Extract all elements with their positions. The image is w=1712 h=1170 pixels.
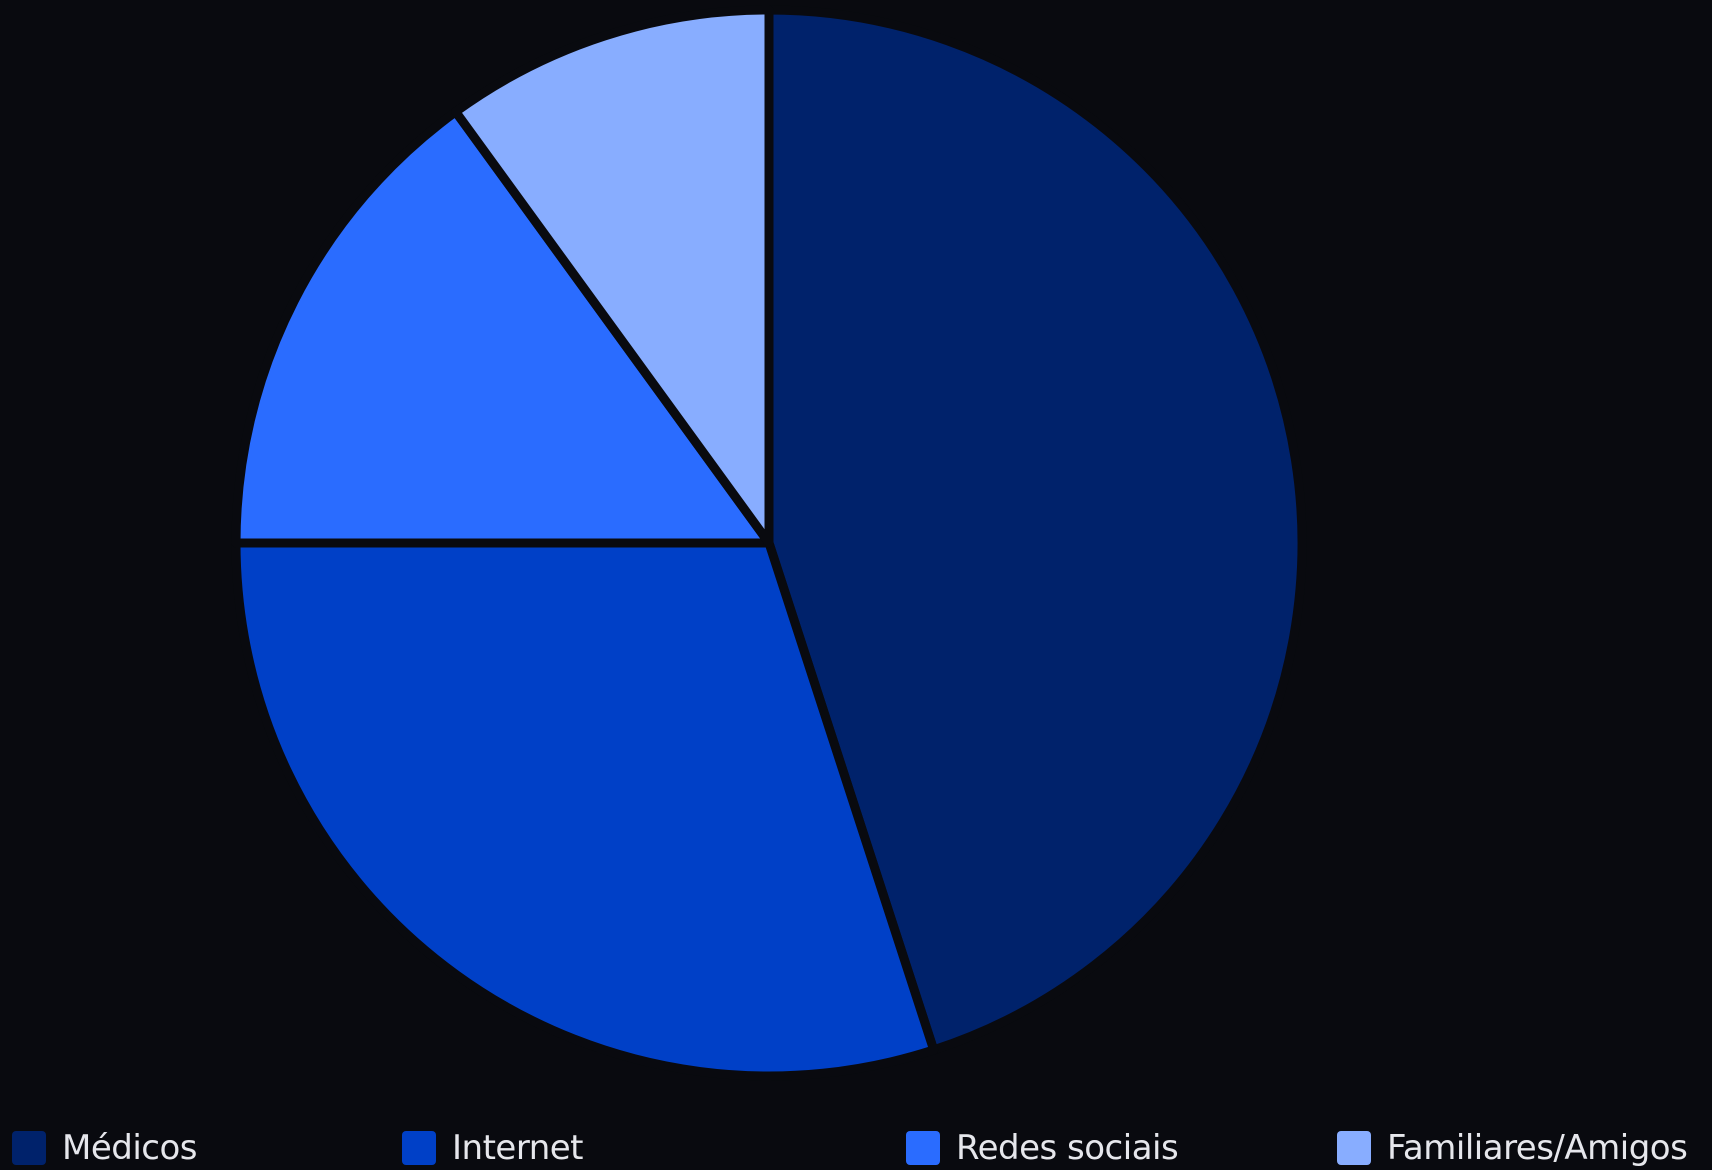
legend-item-internet[interactable]: Internet (402, 1128, 584, 1168)
legend-label-internet: Internet (452, 1128, 584, 1168)
legend-item-medicos[interactable]: Médicos (12, 1128, 198, 1168)
pie-slice-familiares-amigos[interactable] (451, 5, 774, 548)
legend-swatch-redes-sociais (906, 1131, 940, 1165)
legend-item-familiares-amigos[interactable]: Familiares/Amigos (1337, 1128, 1688, 1168)
legend-item-redes-sociais[interactable]: Redes sociais (906, 1128, 1179, 1168)
legend-swatch-internet (402, 1131, 436, 1165)
pie-slice-internet[interactable] (231, 538, 939, 1081)
pie-slices (231, 5, 1307, 1081)
legend-label-redes-sociais: Redes sociais (956, 1128, 1179, 1168)
pie-slice-medicos[interactable] (764, 5, 1307, 1055)
legend-label-medicos: Médicos (62, 1128, 198, 1168)
legend-swatch-familiares-amigos (1337, 1131, 1371, 1165)
pie-slice-redes-sociais[interactable] (231, 107, 774, 548)
legend-label-familiares-amigos: Familiares/Amigos (1387, 1128, 1688, 1168)
legend-swatch-medicos (12, 1131, 46, 1165)
